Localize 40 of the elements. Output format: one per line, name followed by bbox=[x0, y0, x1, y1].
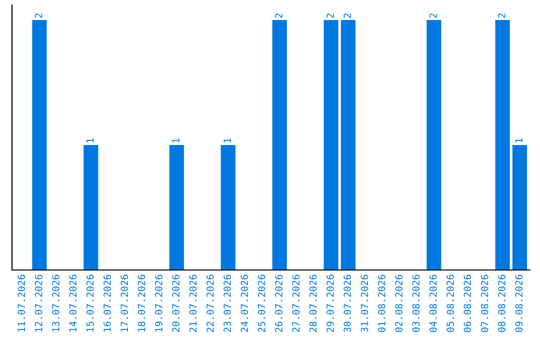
data-label: 1 bbox=[515, 138, 522, 142]
data-label: 2 bbox=[34, 14, 42, 18]
data-label: 1 bbox=[86, 138, 94, 142]
x-tick-label: 08.08.2026 bbox=[498, 274, 506, 332]
x-tick-label: 31.07.2026 bbox=[360, 274, 368, 332]
x-tick-label: 21.07.2026 bbox=[189, 274, 197, 332]
x-tick-label: 15.07.2026 bbox=[86, 274, 94, 332]
x-tick-label: 23.07.2026 bbox=[224, 274, 231, 332]
x-tick-label: 05.08.2026 bbox=[446, 274, 454, 332]
x-tick-label: 30.07.2026 bbox=[344, 274, 352, 332]
x-tick-label: 09.08.2026 bbox=[515, 274, 523, 332]
x-tick-label: 27.07.2026 bbox=[292, 274, 300, 332]
x-tick-label: 19.07.2026 bbox=[155, 274, 162, 332]
x-tick-label: 25.07.2026 bbox=[258, 274, 266, 332]
x-tick-label: 03.08.2026 bbox=[412, 274, 420, 332]
x-tick-label: 13.07.2026 bbox=[52, 274, 60, 332]
x-tick-label: 18.07.2026 bbox=[138, 274, 146, 332]
x-tick-label: 06.08.2026 bbox=[464, 274, 472, 332]
data-label: 2 bbox=[326, 14, 334, 18]
x-tick-label: 24.07.2026 bbox=[240, 274, 248, 332]
data-label: 2 bbox=[429, 14, 437, 18]
x-tick-label: 12.07.2026 bbox=[34, 274, 42, 332]
x-tick-label: 22.07.2026 bbox=[206, 274, 214, 332]
x-tick-label: 11.07.2026 bbox=[18, 274, 26, 332]
data-label: 2 bbox=[498, 14, 506, 18]
x-tick-label: 29.07.2026 bbox=[326, 274, 334, 332]
x-tick-label: 26.07.2026 bbox=[275, 274, 282, 332]
x-tick-label: 01.08.2026 bbox=[378, 274, 386, 332]
x-tick-label: 04.08.2026 bbox=[429, 274, 437, 332]
data-label: 2 bbox=[344, 14, 351, 18]
x-tick-label: 17.07.2026 bbox=[120, 274, 128, 332]
data-label: 1 bbox=[172, 138, 180, 142]
data-label: 2 bbox=[275, 14, 282, 18]
x-tick-label: 07.08.2026 bbox=[480, 274, 488, 332]
x-tick-label: 02.08.2026 bbox=[395, 274, 402, 332]
data-label: 1 bbox=[224, 138, 231, 142]
x-tick-label: 16.07.2026 bbox=[104, 274, 111, 332]
x-tick-label: 28.07.2026 bbox=[309, 274, 317, 332]
x-tick-label: 20.07.2026 bbox=[172, 274, 180, 332]
x-tick-label: 14.07.2026 bbox=[69, 274, 77, 332]
